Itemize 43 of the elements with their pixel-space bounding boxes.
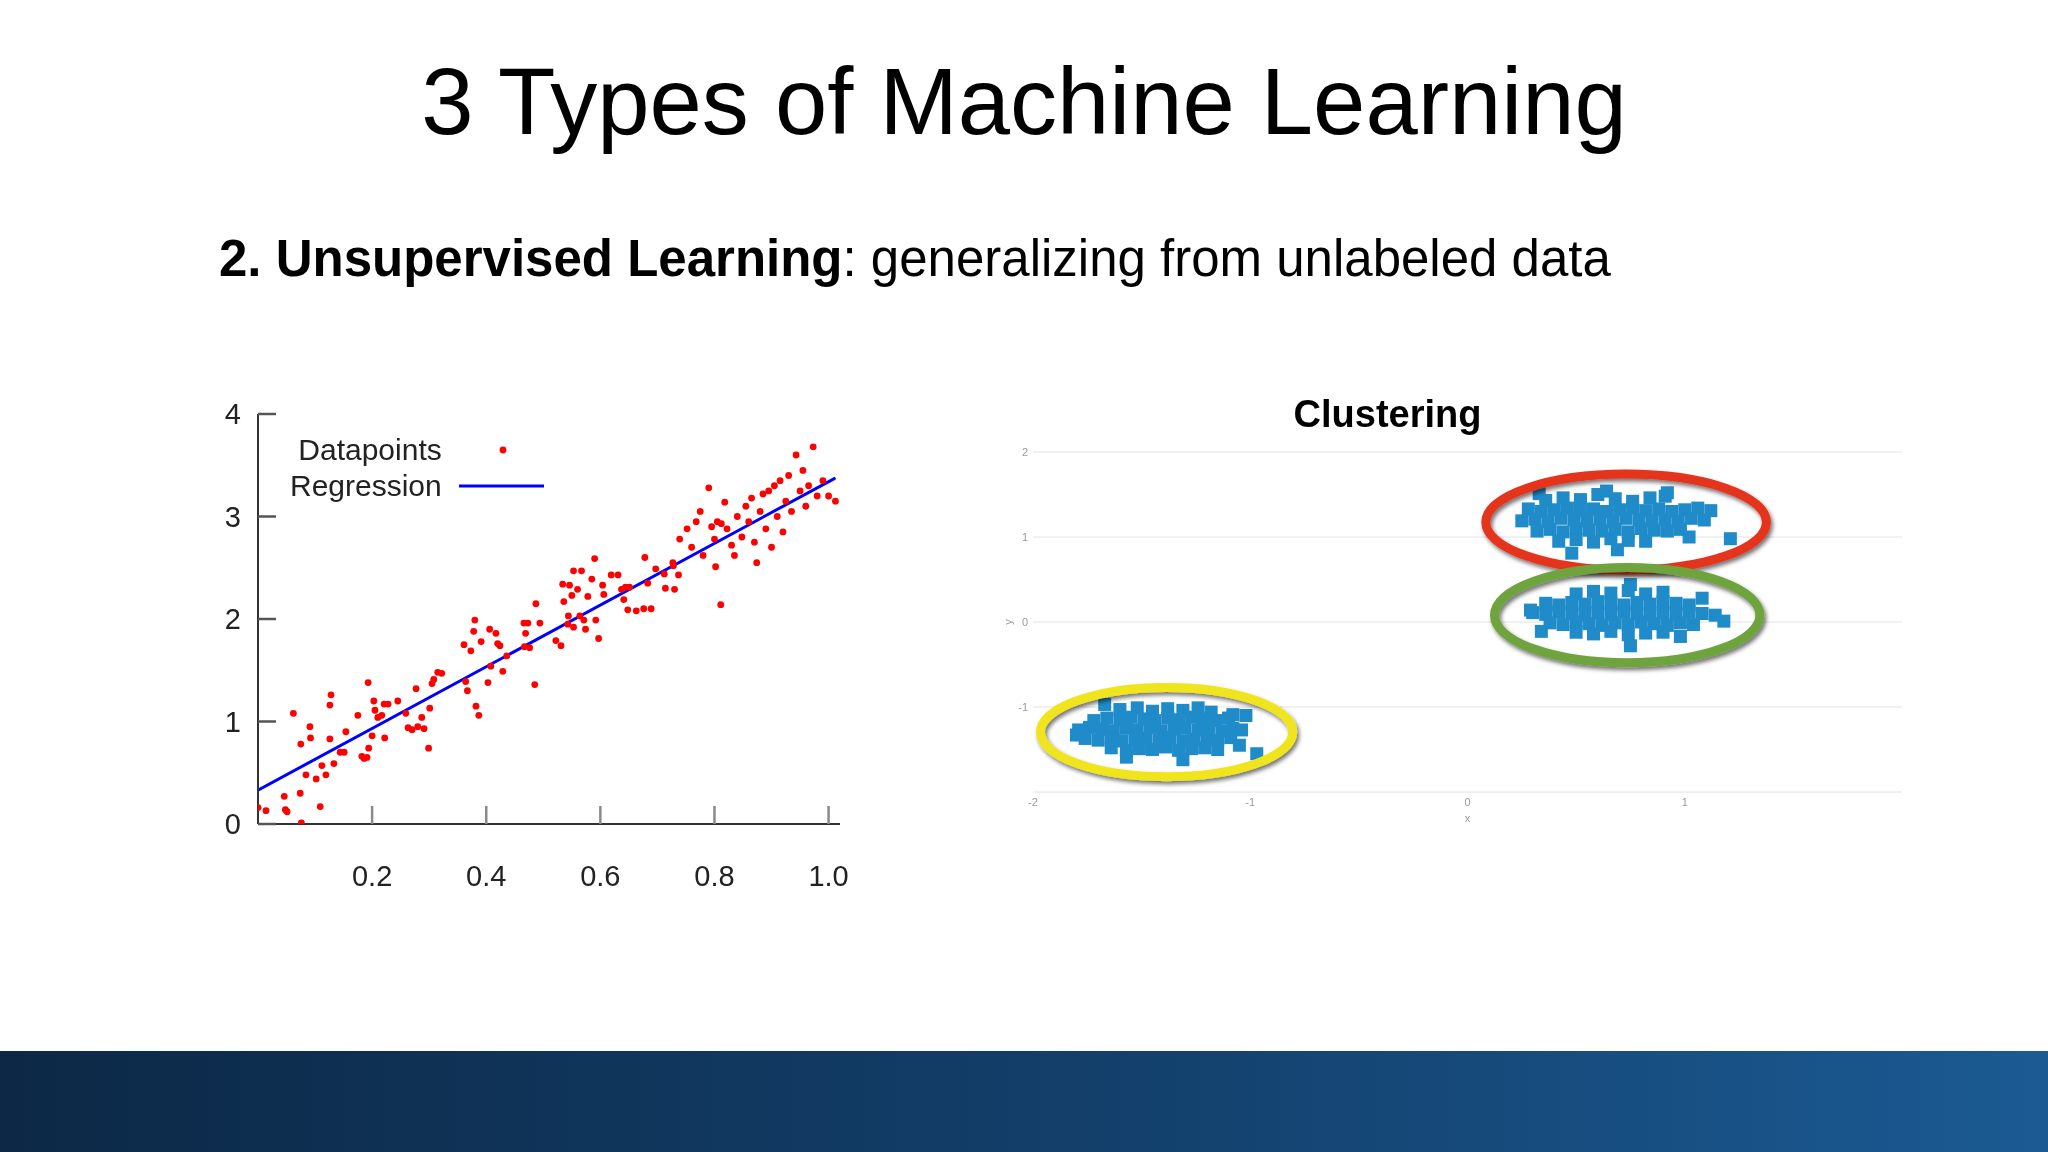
point (1717, 614, 1731, 628)
chart-title: Clustering (1293, 393, 1482, 435)
point (1623, 639, 1637, 653)
y-tick-label: 2 (224, 603, 241, 635)
y-tick-label: 1 (224, 705, 241, 738)
text: 2. Unsupervised Learning: generalizing from unlabeled data (219, 230, 1611, 287)
point (1556, 618, 1570, 632)
point (1695, 607, 1709, 620)
y-tick-label: -1 (1018, 701, 1028, 713)
point (1569, 625, 1583, 639)
x-tick-label: 0.8 (694, 860, 735, 892)
x-tick-label: 0.2 (351, 860, 393, 892)
y-tick-label: 3 (224, 500, 241, 533)
point (1673, 629, 1687, 643)
x-tick-label: 0.4 (466, 860, 507, 892)
y-tick-label: 1 (1021, 531, 1028, 543)
point (1587, 627, 1601, 641)
point (1673, 616, 1687, 630)
legend-label: Regression (290, 469, 442, 503)
point (1552, 605, 1566, 619)
y-tick-label: 4 (224, 398, 241, 430)
x-tick-label: 1.0 (808, 860, 849, 892)
point (1623, 578, 1637, 592)
point (1534, 624, 1548, 638)
text: 3 Types of Machine Learning (421, 49, 1627, 154)
point (1617, 605, 1631, 619)
point (1695, 591, 1709, 605)
point (1686, 618, 1700, 632)
point (1639, 626, 1653, 640)
point (1543, 616, 1557, 630)
x-tick-label: 0 (1464, 796, 1471, 808)
point (1604, 624, 1618, 638)
y-tick-label: 0 (1021, 616, 1028, 628)
y-axis-title: y (1002, 618, 1014, 625)
legend-label: Datapoints (298, 433, 442, 467)
x-tick-label: -2 (1028, 796, 1038, 808)
x-tick-label: 0.6 (580, 860, 621, 892)
point (1682, 605, 1696, 619)
x-tick-label: 1 (1681, 796, 1688, 808)
y-tick-label: 2 (1021, 446, 1028, 458)
x-axis-title: x (1464, 812, 1471, 824)
x-tick-label: -1 (1245, 796, 1256, 808)
point (1656, 625, 1670, 639)
